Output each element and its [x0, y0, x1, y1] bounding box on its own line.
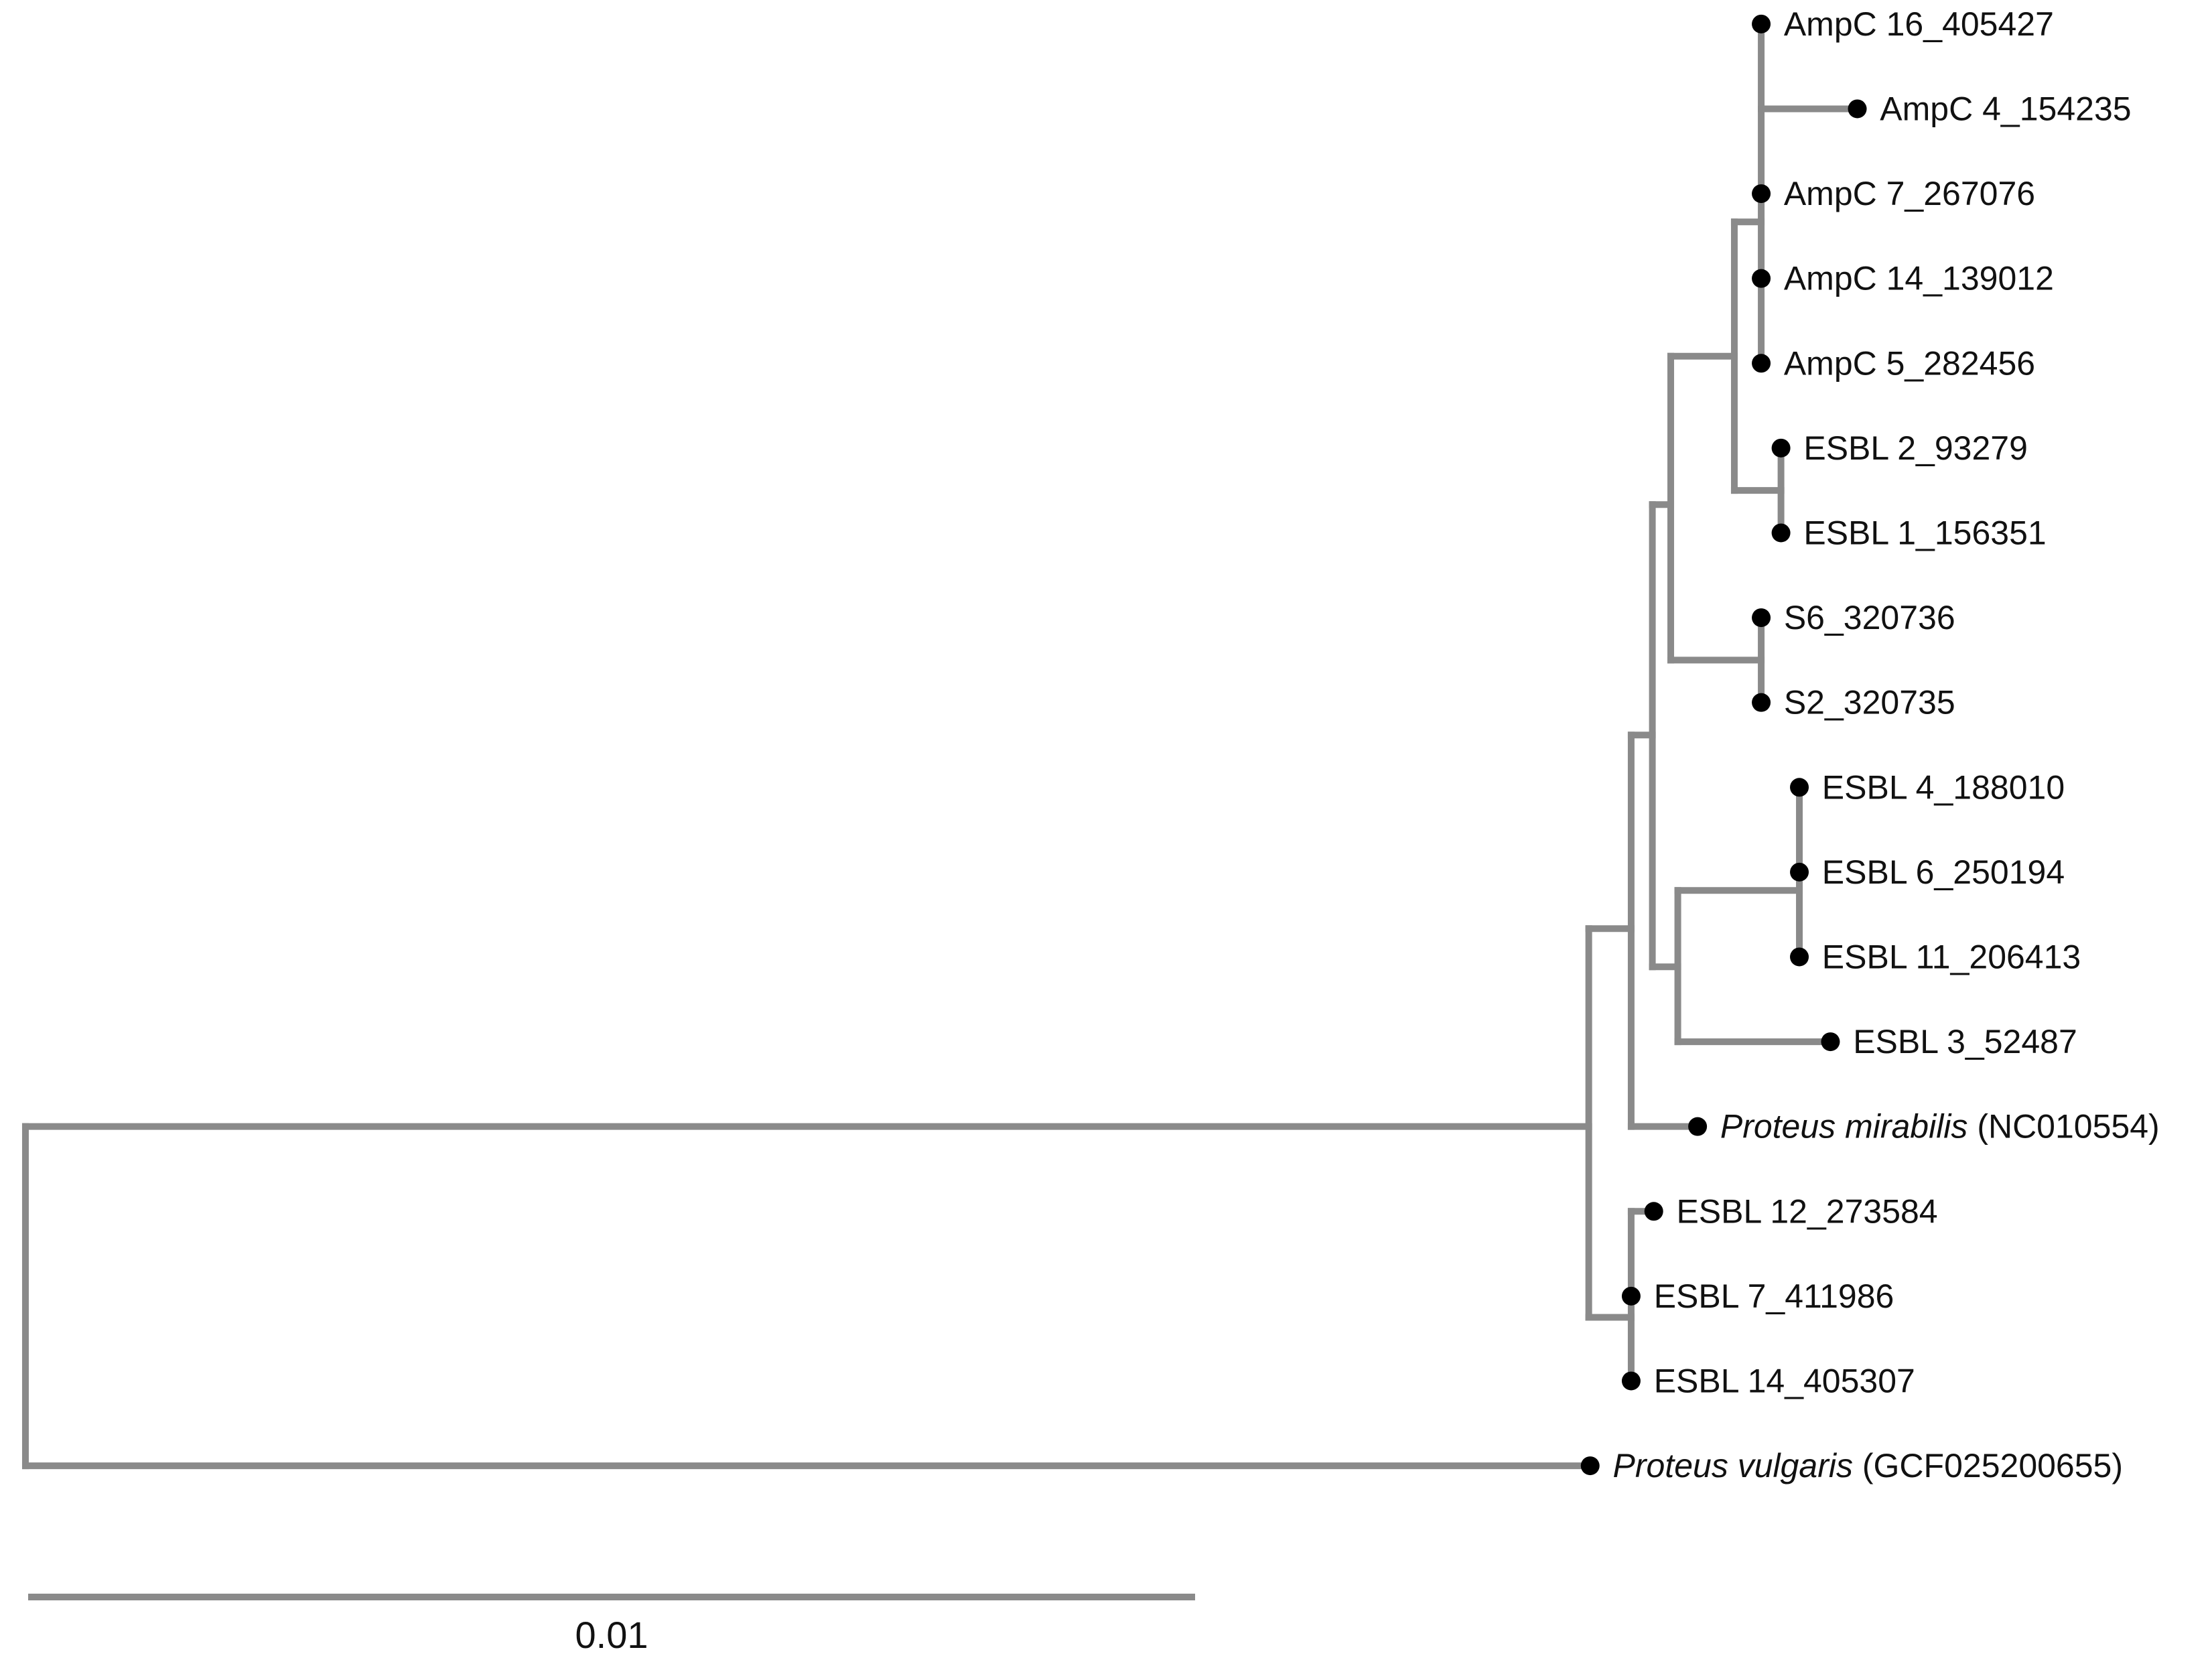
- label-esbl12: ESBL 12_273584: [1676, 1192, 1937, 1230]
- tip-node-pvulgaris: [1580, 1456, 1600, 1476]
- scale-bar-label: 0.01: [575, 1614, 648, 1656]
- label-proteus-vulgaris-accession: (GCF025200655): [1853, 1447, 2123, 1484]
- label-ampc4: AmpC 4_154235: [1880, 90, 2131, 127]
- tree-labels: AmpC 16_405427 AmpC 4_154235 AmpC 7_2670…: [1613, 5, 2160, 1484]
- label-esbl4: ESBL 4_188010: [1822, 768, 2065, 806]
- label-proteus-vulgaris-species: Proteus vulgaris: [1613, 1447, 1854, 1484]
- tip-node-ampc4: [1848, 99, 1867, 119]
- label-esbl14: ESBL 14_405307: [1654, 1362, 1915, 1399]
- label-esbl2: ESBL 2_93279: [1803, 429, 2028, 467]
- tip-node-esbl4: [1790, 778, 1809, 797]
- tip-node-esbl7: [1621, 1286, 1641, 1306]
- label-esbl1: ESBL 1_156351: [1803, 514, 2046, 551]
- tip-node-esbl6: [1790, 862, 1809, 882]
- label-ampc7: AmpC 7_267076: [1784, 175, 2035, 212]
- tip-node-esbl14: [1621, 1371, 1641, 1391]
- label-proteus-mirabilis-species: Proteus mirabilis: [1720, 1108, 1968, 1146]
- tip-node-pmirabilis: [1688, 1117, 1708, 1136]
- tip-node-esbl2: [1771, 438, 1791, 458]
- tip-node-s2: [1752, 693, 1771, 712]
- tip-node-esbl12: [1644, 1202, 1663, 1221]
- tip-node-esbl3: [1821, 1032, 1840, 1052]
- label-esbl3: ESBL 3_52487: [1853, 1023, 2077, 1060]
- label-esbl7: ESBL 7_411986: [1654, 1277, 1894, 1315]
- tip-node-ampc7: [1752, 184, 1771, 204]
- label-s6: S6_320736: [1784, 599, 1955, 636]
- label-esbl11: ESBL 11_206413: [1822, 938, 2081, 975]
- tip-node-ampc14: [1752, 269, 1771, 288]
- label-esbl6: ESBL 6_250194: [1822, 853, 2065, 891]
- tip-node-ampc5: [1752, 354, 1771, 373]
- label-ampc5: AmpC 5_282456: [1784, 344, 2035, 382]
- label-ampc16: AmpC 16_405427: [1784, 5, 2054, 43]
- label-proteus-mirabilis-accession: (NC010554): [1967, 1108, 2159, 1146]
- label-ampc14: AmpC 14_139012: [1784, 260, 2054, 297]
- tip-node-ampc16: [1752, 14, 1771, 33]
- label-proteus-mirabilis: Proteus mirabilis (NC010554): [1720, 1108, 2160, 1146]
- label-s2: S2_320735: [1784, 684, 1955, 721]
- tip-node-esbl11: [1790, 947, 1809, 967]
- tip-node-s6: [1752, 608, 1771, 628]
- label-proteus-vulgaris: Proteus vulgaris (GCF025200655): [1613, 1447, 2124, 1484]
- tree-branches: [21, 20, 1861, 1470]
- tree-tips: [1580, 14, 1867, 1476]
- tip-node-esbl1: [1771, 523, 1791, 543]
